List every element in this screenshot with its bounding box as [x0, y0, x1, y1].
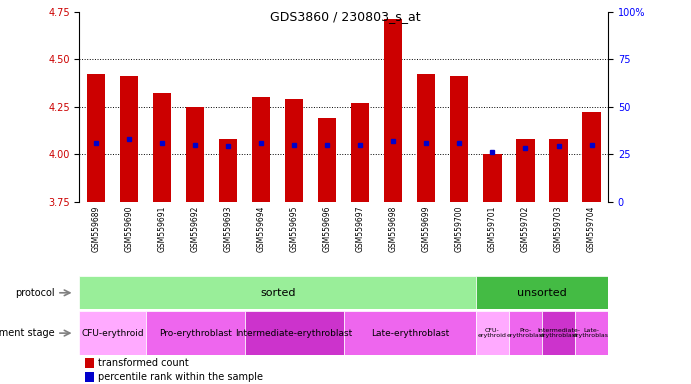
Bar	[344, 311, 476, 355]
Bar	[146, 311, 245, 355]
Bar	[542, 311, 575, 355]
Text: GSM559700: GSM559700	[455, 206, 464, 252]
Bar	[79, 311, 146, 355]
Bar	[351, 103, 370, 202]
Bar	[575, 311, 608, 355]
Bar	[476, 311, 509, 355]
Text: GSM559694: GSM559694	[256, 206, 265, 252]
Bar	[509, 311, 542, 355]
Text: GSM559701: GSM559701	[488, 206, 497, 252]
Text: GSM559699: GSM559699	[422, 206, 431, 252]
Bar	[318, 118, 337, 202]
Text: GSM559695: GSM559695	[290, 206, 299, 252]
Bar	[516, 139, 535, 202]
Bar	[484, 154, 502, 202]
Text: GSM559691: GSM559691	[158, 206, 167, 252]
Bar	[85, 372, 94, 382]
Bar	[417, 74, 435, 202]
Text: GSM559703: GSM559703	[554, 206, 563, 252]
Text: CFU-
erythroid: CFU- erythroid	[478, 328, 507, 338]
Bar	[451, 76, 468, 202]
Text: Pro-
erythroblast: Pro- erythroblast	[507, 328, 545, 338]
Text: percentile rank within the sample: percentile rank within the sample	[98, 372, 263, 382]
Text: Intermediate-erythroblast: Intermediate-erythroblast	[236, 329, 353, 338]
Bar	[87, 74, 105, 202]
Bar	[79, 276, 476, 309]
Text: GSM559704: GSM559704	[587, 206, 596, 252]
Text: GSM559689: GSM559689	[91, 206, 100, 252]
Text: sorted: sorted	[260, 288, 296, 298]
Text: GSM559698: GSM559698	[389, 206, 398, 252]
Text: GSM559693: GSM559693	[224, 206, 233, 252]
Bar	[252, 97, 270, 202]
Bar	[219, 139, 237, 202]
Text: transformed count: transformed count	[98, 358, 189, 368]
Text: GSM559702: GSM559702	[521, 206, 530, 252]
Text: Late-
erythroblast: Late- erythroblast	[572, 328, 611, 338]
Bar	[549, 139, 567, 202]
Text: GSM559697: GSM559697	[356, 206, 365, 252]
Text: development stage: development stage	[0, 328, 55, 338]
Text: GSM559692: GSM559692	[191, 206, 200, 252]
Bar	[384, 19, 402, 202]
Text: protocol: protocol	[15, 288, 55, 298]
Text: CFU-erythroid: CFU-erythroid	[81, 329, 144, 338]
Text: GDS3860 / 230803_s_at: GDS3860 / 230803_s_at	[270, 10, 421, 23]
Text: GSM559690: GSM559690	[124, 206, 133, 252]
Bar	[186, 107, 204, 202]
Bar	[285, 99, 303, 202]
Bar	[120, 76, 138, 202]
Text: Intermediate-
erythroblast: Intermediate- erythroblast	[537, 328, 580, 338]
Bar	[85, 358, 94, 368]
Bar	[583, 112, 600, 202]
Bar	[153, 93, 171, 202]
Bar	[476, 276, 608, 309]
Text: unsorted: unsorted	[517, 288, 567, 298]
Text: GSM559696: GSM559696	[323, 206, 332, 252]
Text: Pro-erythroblast: Pro-erythroblast	[159, 329, 231, 338]
Text: Late-erythroblast: Late-erythroblast	[371, 329, 449, 338]
Bar	[245, 311, 343, 355]
